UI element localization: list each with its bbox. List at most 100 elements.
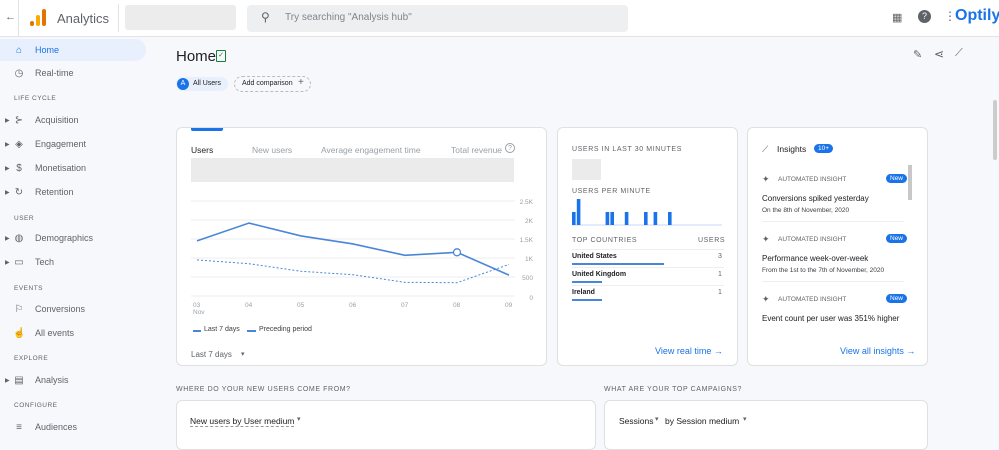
expand-caret-icon[interactable]: ▶ [5, 235, 10, 242]
realtime-count-placeholder [572, 159, 601, 180]
sparkle-icon: ✦ [762, 174, 770, 184]
sidebar: ⌂ Home ◷ Real-time LIFE CYCLE ▶ ⊱ Acquisition ▶ ◈… [0, 37, 160, 440]
per-minute-bar [624, 212, 629, 225]
users-line-chart: 0 500 1K 1.5K 2K 2.5K 03 04 05 06 07 08 09 Nov [191, 199, 534, 316]
search-placeholder: Try searching "Analysis hub" [285, 12, 412, 23]
x-tick-label: 04 [245, 302, 253, 309]
sidebar-item-audiences[interactable]: ≡ Audiences [0, 416, 146, 438]
country-share-bar [572, 299, 603, 301]
sidebar-item-label: Conversions [35, 304, 86, 314]
expand-caret-icon[interactable]: ▶ [5, 189, 10, 196]
share-icon[interactable]: ⋖ [934, 47, 945, 61]
realtime-card: USERS IN LAST 30 MINUTES USERS PER MINUT… [557, 127, 738, 366]
tab-users[interactable]: Users [191, 145, 214, 155]
insight-title[interactable]: Performance week-over-week [762, 254, 869, 263]
session-medium-dropdown[interactable]: by Session medium [665, 416, 740, 426]
expand-caret-icon[interactable]: ▶ [5, 141, 10, 148]
sidebar-item-conversions[interactable]: ⚐ Conversions [0, 298, 146, 320]
sidebar-item-all-events[interactable]: ☝ All events [0, 322, 146, 344]
view-real-time-link[interactable]: View real time → [655, 346, 723, 356]
sidebar-item-engagement[interactable]: ▶ ◈ Engagement [0, 133, 146, 155]
help-icon[interactable]: ? [918, 10, 931, 23]
sidebar-item-real-time[interactable]: ◷ Real-time [0, 62, 146, 84]
active-tab-indicator [191, 128, 223, 131]
dollar-icon: $ [16, 162, 22, 174]
tab-total-revenue[interactable]: Total revenue [451, 145, 503, 155]
account-selector[interactable] [125, 5, 236, 30]
sidebar-item-acquisition[interactable]: ▶ ⊱ Acquisition [0, 109, 146, 131]
x-tick-label: 09 [505, 302, 513, 309]
tab-avg-engagement[interactable]: Average engagement time [321, 145, 421, 155]
audiences-icon: ≡ [16, 421, 22, 433]
top-bar: ← Analytics ⚲ Try searching "Analysis hu… [0, 0, 999, 37]
view-all-insights-link[interactable]: View all insights → [840, 346, 915, 356]
add-comparison-label: Add comparison [242, 80, 293, 87]
expand-caret-icon[interactable]: ▶ [5, 117, 10, 124]
dropdown-caret-icon[interactable]: ▾ [655, 416, 659, 423]
sidebar-item-retention[interactable]: ▶ ↻ Retention [0, 181, 146, 203]
x-tick-sublabel: Nov [193, 309, 205, 316]
sidebar-item-demographics[interactable]: ▶ ◍ Demographics [0, 227, 146, 249]
sidebar-section-configure: CONFIGURE [14, 402, 58, 409]
dropdown-caret-icon[interactable]: ▾ [297, 416, 301, 423]
realtime-title: USERS IN LAST 30 MINUTES [572, 146, 682, 153]
help-circle-icon[interactable]: ? [505, 143, 515, 153]
page-scrollbar[interactable] [993, 100, 997, 160]
home-icon: ⌂ [15, 44, 23, 56]
insight-subtitle: On the 8th of November, 2020 [762, 207, 850, 214]
sessions-metric-dropdown[interactable]: Sessions [619, 416, 654, 426]
date-range-dropdown[interactable]: Last 7 days [191, 350, 232, 359]
insights-icon[interactable]: ⟋ [955, 47, 963, 59]
add-comparison-button[interactable]: Add comparison + [234, 76, 311, 92]
expand-caret-icon[interactable]: ▶ [5, 259, 10, 266]
campaigns-question: WHAT ARE YOUR TOP CAMPAIGNS? [604, 386, 743, 393]
data-point [452, 248, 462, 257]
all-users-chip[interactable]: A All Users [176, 77, 228, 91]
sidebar-item-label: Engagement [35, 139, 87, 149]
sparkle-icon: ✦ [762, 234, 770, 244]
per-minute-bar [605, 212, 610, 225]
back-arrow-icon[interactable]: ← [5, 11, 16, 23]
country-share-bar [572, 281, 603, 283]
insights-scrollbar[interactable] [908, 165, 912, 200]
search-input[interactable]: ⚲ Try searching "Analysis hub" [247, 5, 628, 32]
y-tick-label: 1K [525, 256, 534, 263]
globe-icon: ◍ [14, 232, 24, 244]
sidebar-item-tech[interactable]: ▶ ▭ Tech [0, 251, 146, 273]
insight-type: AUTOMATED INSIGHT [778, 236, 847, 243]
country-name: United States [572, 253, 617, 260]
expand-caret-icon[interactable]: ▶ [5, 165, 10, 172]
x-tick-label: 07 [401, 302, 409, 309]
sidebar-section-life-cycle: LIFE CYCLE [14, 95, 57, 102]
country-name: Ireland [572, 289, 595, 296]
country-users: 1 [718, 271, 722, 278]
dropdown-caret-icon[interactable]: ▾ [241, 351, 245, 358]
expand-caret-icon[interactable]: ▶ [5, 377, 10, 384]
dropdown-caret-icon[interactable]: ▾ [743, 416, 747, 423]
sidebar-item-label: Real-time [35, 68, 74, 78]
campaigns-card: Sessions ▾ by Session medium ▾ [604, 400, 928, 450]
sidebar-item-analysis[interactable]: ▶ ▤ Analysis [0, 369, 146, 391]
customize-report-icon[interactable]: ✎ [913, 49, 923, 61]
insight-divider [762, 221, 904, 222]
new-users-question: WHERE DO YOUR NEW USERS COME FROM? [176, 386, 351, 393]
arrow-right-icon: → [713, 346, 723, 356]
sidebar-item-home[interactable]: ⌂ Home [0, 39, 146, 61]
country-share-bar [572, 263, 664, 265]
insight-title[interactable]: Conversions spiked yesterday [762, 194, 869, 203]
arrow-right-icon: → [906, 346, 916, 356]
more-vert-icon[interactable]: ⋮ [944, 9, 956, 23]
sidebar-item-label: All events [35, 328, 75, 338]
new-users-dimension-dropdown[interactable]: New users by User medium [190, 416, 295, 427]
insight-title[interactable]: Event count per user was 351% higher [762, 314, 900, 323]
tab-new-users[interactable]: New users [252, 145, 293, 155]
sidebar-item-label: Demographics [35, 233, 94, 243]
country-users: 1 [718, 289, 722, 296]
sidebar-item-label: Monetisation [35, 163, 87, 173]
sidebar-item-monetisation[interactable]: ▶ $ Monetisation [0, 157, 146, 179]
app-title: Analytics [57, 11, 110, 26]
row-divider [572, 249, 724, 250]
top-countries-header: TOP COUNTRIES [572, 237, 638, 244]
apps-grid-icon[interactable]: ▦ [892, 12, 903, 24]
metric-values-placeholder [191, 158, 514, 182]
